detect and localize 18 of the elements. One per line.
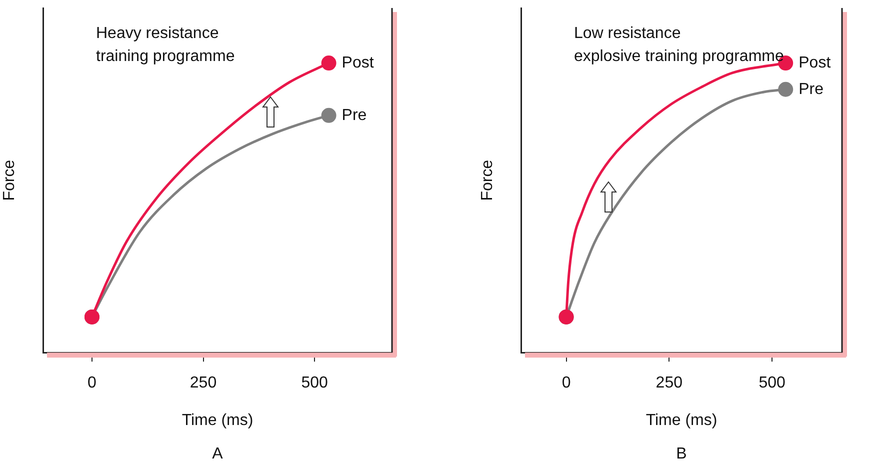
x-tick-label: 500: [301, 374, 328, 392]
series-label: Pre: [342, 106, 367, 124]
x-tick-label: 250: [656, 374, 683, 392]
y-axis-title: Force: [479, 160, 496, 201]
series-label: Pre: [798, 80, 824, 98]
series-label: Post: [342, 54, 374, 72]
x-tick-label: 0: [88, 374, 97, 392]
chart-title: Heavy resistance training programme: [96, 25, 235, 65]
chart-title: Low resistance explosive training programme: [574, 25, 784, 65]
series-label: Post: [798, 54, 832, 72]
text: B: [676, 445, 687, 462]
x-tick-label: 0: [562, 374, 571, 392]
y-axis-title: Force: [1, 160, 18, 201]
text: A: [212, 445, 224, 462]
x-axis-title: Time (ms): [646, 412, 718, 429]
x-axis-title: Time (ms): [182, 412, 254, 429]
x-tick-label: 500: [758, 374, 786, 392]
x-tick-label: 250: [190, 374, 217, 392]
